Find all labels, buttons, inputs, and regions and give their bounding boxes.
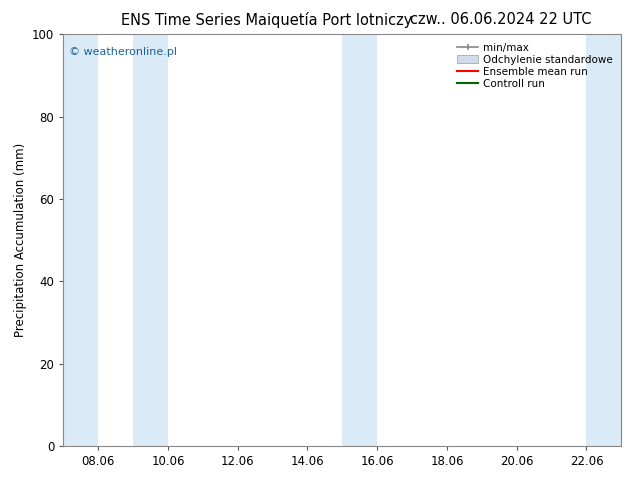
Text: czw.. 06.06.2024 22 UTC: czw.. 06.06.2024 22 UTC [410, 12, 592, 27]
Bar [586, 34, 621, 446]
Bar [342, 34, 377, 446]
Text: © weatheronline.pl: © weatheronline.pl [69, 47, 177, 57]
Legend: min/max, Odchylenie standardowe, Ensemble mean run, Controll run: min/max, Odchylenie standardowe, Ensembl… [454, 40, 616, 92]
Bar [133, 34, 168, 446]
Bar [63, 34, 98, 446]
Y-axis label: Precipitation Accumulation (mm): Precipitation Accumulation (mm) [13, 143, 27, 337]
Text: ENS Time Series Maiquetía Port lotniczy: ENS Time Series Maiquetía Port lotniczy [120, 12, 412, 28]
